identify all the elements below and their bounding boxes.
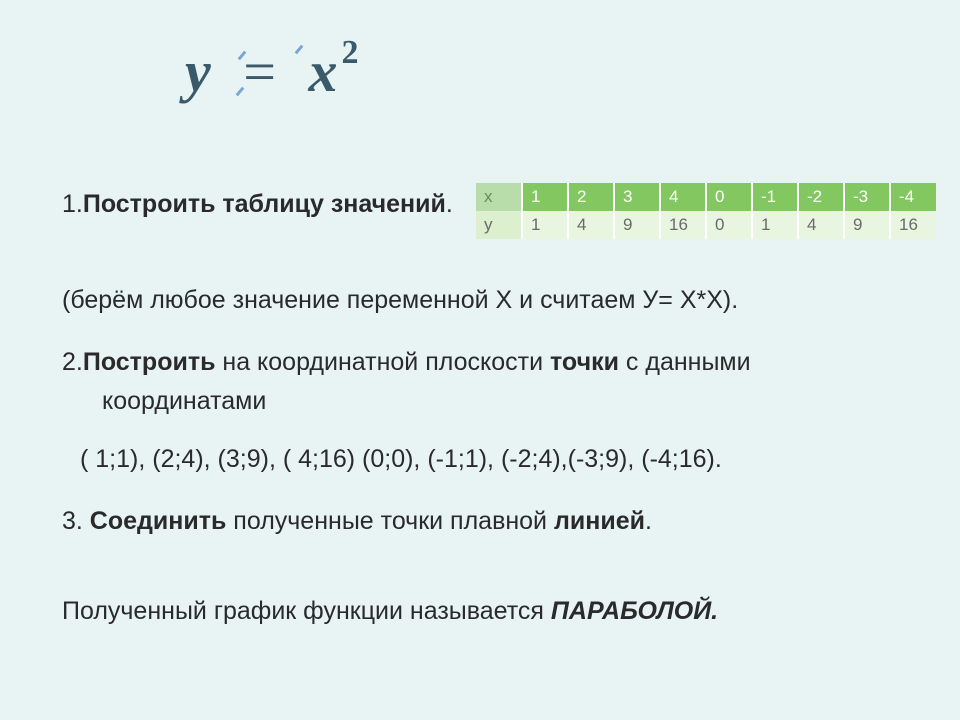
step2-bold1: Построить [83, 348, 216, 376]
step1-prefix: 1. [62, 190, 83, 218]
equation-operator: = [243, 38, 278, 105]
conclusion: Полученный график функции называется ПАР… [62, 595, 920, 629]
conclusion-term: ПАРАБОЛОЙ. [551, 597, 718, 625]
conclusion-text: Полученный график функции называется [62, 597, 551, 625]
step3-mid: полученные точки плавной [226, 507, 554, 535]
step3-bold2: линией [554, 507, 645, 535]
note-1: (берём любое значение переменной Х и счи… [62, 284, 920, 318]
points-list: ( 1;1), (2;4), (3;9), ( 4;16) (0;0), (-1… [80, 443, 920, 477]
equation-display: y = x2 [185, 38, 358, 105]
step-1: 1.Построить таблицу значений. [62, 188, 920, 222]
step2-tail: с данными [619, 348, 751, 376]
step1-suffix: . [446, 190, 453, 218]
step-2-line2: координатами [62, 385, 920, 419]
body-content: 1.Построить таблицу значений. (берём люб… [62, 188, 920, 656]
step3-suffix: . [645, 507, 652, 535]
step3-bold1: Соединить [90, 507, 227, 535]
step2-mid: на координатной плоскости [215, 348, 550, 376]
step2-bold2: точки [550, 348, 619, 376]
equation-lhs: y [185, 39, 213, 104]
equation-rhs-base: x [308, 39, 339, 104]
step-3: 3. Соединить полученные точки плавной ли… [62, 505, 920, 539]
step2-prefix: 2. [62, 348, 83, 376]
step-2-line1: 2.Построить на координатной плоскости то… [62, 346, 920, 380]
equation-rhs-exp: 2 [341, 34, 360, 71]
step1-bold: Построить таблицу значений [83, 190, 446, 218]
decor-tick [295, 45, 304, 55]
step3-prefix: 3. [62, 507, 90, 535]
